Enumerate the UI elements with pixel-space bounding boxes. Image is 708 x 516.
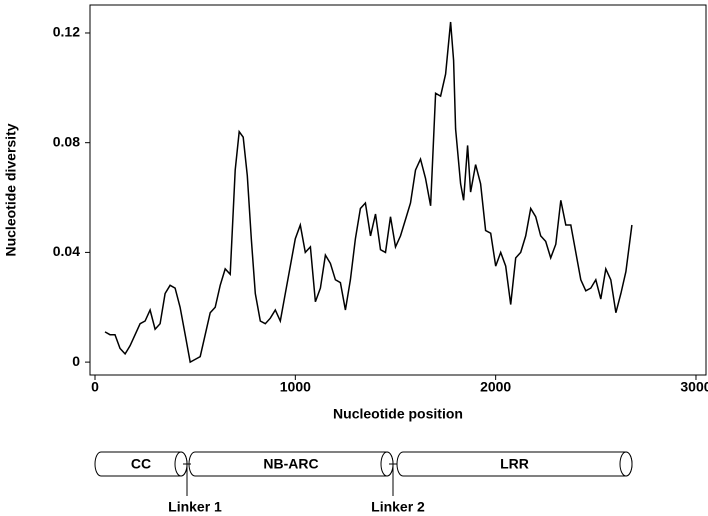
y-tick-label: 0.08 [53, 133, 80, 149]
domain-label: NB-ARC [263, 456, 318, 472]
domain-label: CC [131, 456, 151, 472]
y-tick-label: 0.12 [53, 24, 80, 40]
x-tick-label: 3000 [680, 379, 708, 395]
x-tick-label: 1000 [280, 379, 311, 395]
linker-label: Linker 1 [168, 499, 222, 515]
diversity-line [104, 21, 633, 364]
linker-label: Linker 2 [371, 499, 425, 515]
x-tick-label: 2000 [480, 379, 511, 395]
y-axis-label: Nucleotide diversity [3, 123, 19, 256]
x-axis-label: Nucleotide position [333, 406, 463, 422]
y-tick-label: 0 [72, 353, 80, 369]
y-tick-label: 0.04 [53, 243, 80, 259]
domain-end [619, 451, 633, 477]
x-tick-label: 0 [91, 379, 99, 395]
domain-label: LRR [500, 456, 529, 472]
plot-frame [89, 4, 707, 376]
